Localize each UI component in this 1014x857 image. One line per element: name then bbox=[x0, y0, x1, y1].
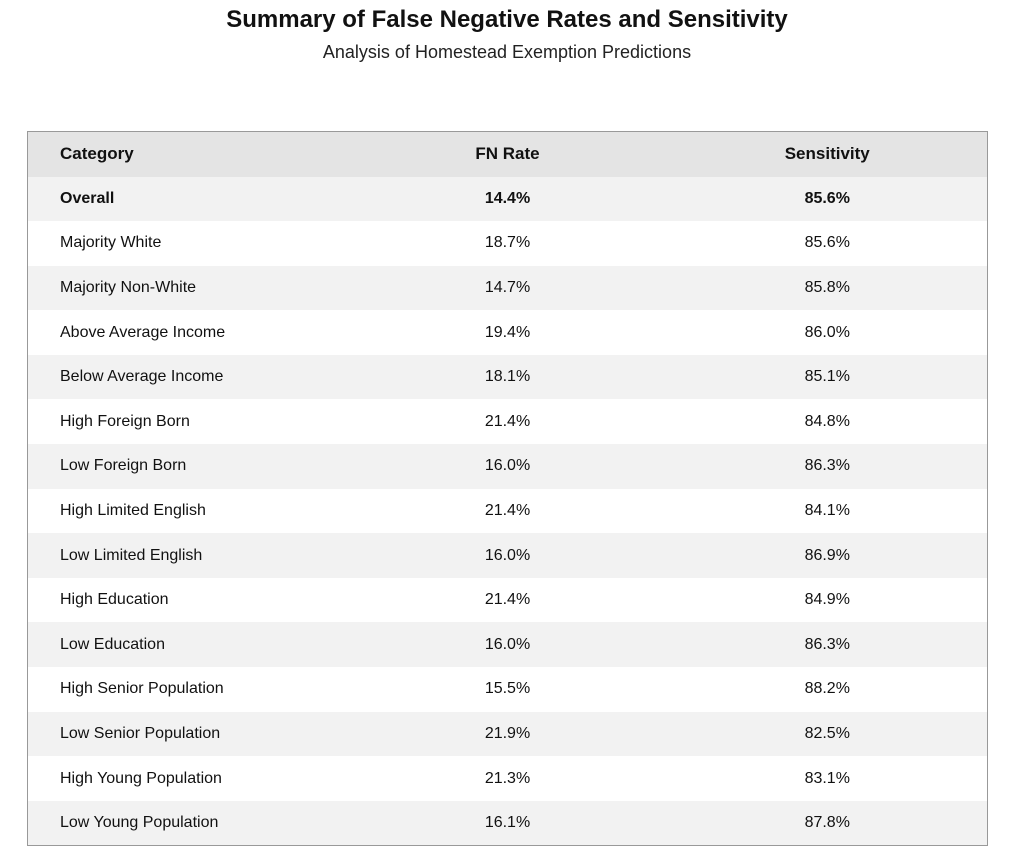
table-cell: 21.3% bbox=[484, 769, 531, 787]
table-cell: 85.1% bbox=[804, 368, 850, 386]
table-cell: 16.0% bbox=[484, 635, 531, 653]
table-cell: 84.9% bbox=[804, 591, 850, 609]
table-cell: 21.4% bbox=[484, 591, 531, 609]
table-cell: Low Limited English bbox=[60, 546, 203, 564]
table-cell: 84.1% bbox=[804, 501, 850, 519]
table-cell: 84.8% bbox=[804, 412, 850, 430]
table-cell: 16.0% bbox=[484, 546, 531, 564]
table-row: Low Senior Population 21.9% 82.5% bbox=[27, 711, 988, 757]
title: Summary of False Negative Rates and Sens… bbox=[226, 6, 788, 33]
table-cell: High Foreign Born bbox=[60, 412, 190, 430]
table-cell: Low Senior Population bbox=[60, 724, 221, 742]
table-row: Low Education 16.0% 86.3% bbox=[27, 622, 988, 668]
table-cell: 16.1% bbox=[484, 813, 531, 831]
table-cell: Low Young Population bbox=[60, 813, 219, 831]
table-cell: 88.2% bbox=[804, 680, 850, 698]
table-cell: 86.3% bbox=[804, 635, 850, 653]
summary-table: Category FN Rate Sensitivity Overall 14.4% 8… bbox=[27, 131, 988, 846]
table-cell: Low Education bbox=[60, 635, 165, 653]
table-cell: 15.5% bbox=[484, 680, 531, 698]
table-cell: 21.4% bbox=[484, 501, 531, 519]
column-header: Sensitivity bbox=[667, 131, 988, 177]
table-cell: 87.8% bbox=[804, 813, 850, 831]
table-cell: 16.0% bbox=[484, 457, 531, 475]
table-cell: 21.9% bbox=[484, 724, 531, 742]
table-row: High Foreign Born 21.4% 84.8% bbox=[27, 399, 988, 445]
header-row: Category FN Rate Sensitivity bbox=[27, 131, 988, 177]
table-row: High Young Population 21.3% 83.1% bbox=[27, 756, 988, 801]
table-row: Overall 14.4% 85.6% bbox=[27, 176, 988, 222]
table-cell: Above Average Income bbox=[60, 323, 226, 341]
table-cell: Majority White bbox=[60, 234, 162, 252]
table-body: Overall 14.4% 85.6% Majority White 18.7% 85.6… bbox=[27, 176, 988, 846]
table-cell: 83.1% bbox=[804, 769, 850, 787]
column-header: Category bbox=[27, 131, 348, 177]
table-cell: 85.6% bbox=[804, 189, 850, 207]
table-row: Majority Non-White 14.7% 85.8% bbox=[27, 265, 988, 311]
column-header: FN Rate bbox=[347, 131, 668, 177]
table-cell: Low Foreign Born bbox=[60, 457, 187, 475]
table-cell: 86.9% bbox=[804, 546, 850, 564]
table-cell: 86.0% bbox=[804, 323, 850, 341]
table-cell: 18.7% bbox=[484, 234, 531, 252]
table-cell: 14.4% bbox=[484, 189, 531, 207]
table-cell: 86.3% bbox=[804, 457, 850, 475]
table-row: Low Limited English 16.0% 86.9% bbox=[27, 533, 988, 578]
table-cell: 19.4% bbox=[484, 323, 531, 341]
table-row: High Education 21.4% 84.9% bbox=[27, 577, 988, 623]
table-row: Below Average Income 18.1% 85.1% bbox=[27, 354, 988, 400]
table-cell: Overall bbox=[60, 189, 115, 207]
table-row: Above Average Income 19.4% 86.0% bbox=[27, 310, 988, 355]
table-row: High Senior Population 15.5% 88.2% bbox=[27, 667, 988, 712]
table-cell: 82.5% bbox=[804, 724, 850, 742]
table-cell: High Limited English bbox=[60, 501, 206, 519]
table-row: Low Foreign Born 16.0% 86.3% bbox=[27, 444, 988, 489]
table-cell: 85.8% bbox=[804, 278, 850, 296]
subtitle: Analysis of Homestead Exemption Predicti… bbox=[322, 42, 692, 62]
table-row: Low Young Population 16.1% 87.8% bbox=[27, 800, 988, 846]
table-cell: Below Average Income bbox=[60, 368, 224, 386]
table-cell: Majority Non-White bbox=[60, 278, 197, 296]
table-cell: High Senior Population bbox=[60, 680, 224, 698]
table-cell: 21.4% bbox=[484, 412, 531, 430]
table-cell: High Young Population bbox=[60, 769, 222, 787]
table-cell: 14.7% bbox=[484, 278, 531, 296]
table-row: Majority White 18.7% 85.6% bbox=[27, 221, 988, 266]
table-cell: 85.6% bbox=[804, 234, 850, 252]
table-cell: 18.1% bbox=[484, 368, 531, 386]
table-row: High Limited English 21.4% 84.1% bbox=[27, 488, 988, 534]
table-cell: High Education bbox=[60, 591, 169, 609]
